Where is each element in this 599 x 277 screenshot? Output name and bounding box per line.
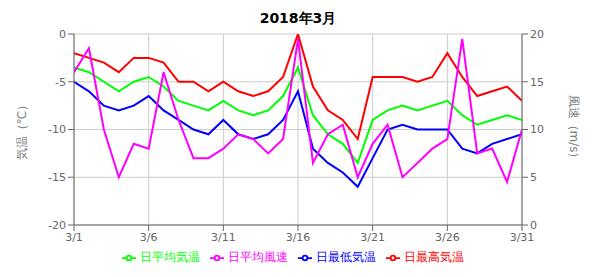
html-text:日最高気温: 日最高気温 bbox=[404, 250, 464, 264]
svg-text:0: 0 bbox=[530, 219, 537, 232]
svg-text:3/6: 3/6 bbox=[140, 231, 158, 244]
html-text:日平均気温: 日平均気温 bbox=[140, 250, 200, 264]
svg-text:-5: -5 bbox=[55, 76, 66, 89]
svg-text:-10: -10 bbox=[48, 123, 66, 136]
svg-text:5: 5 bbox=[530, 171, 537, 184]
html-text:2018年3月: 2018年3月 bbox=[259, 10, 337, 26]
svg-text:0: 0 bbox=[59, 28, 66, 41]
html-text:日平均風速: 日平均風速 bbox=[228, 250, 288, 264]
svg-text:15: 15 bbox=[530, 76, 544, 89]
svg-text:風速（m/s）: 風速（m/s） bbox=[567, 95, 581, 165]
svg-text:3/11: 3/11 bbox=[211, 231, 236, 244]
svg-text:3/21: 3/21 bbox=[360, 231, 385, 244]
svg-text:10: 10 bbox=[530, 123, 544, 136]
svg-text:3/1: 3/1 bbox=[65, 231, 83, 244]
svg-text:-20: -20 bbox=[48, 219, 66, 232]
svg-text:-15: -15 bbox=[48, 171, 66, 184]
svg-text:気温（℃）: 気温（℃） bbox=[15, 99, 29, 160]
svg-text:3/31: 3/31 bbox=[510, 231, 535, 244]
svg-text:20: 20 bbox=[530, 28, 544, 41]
svg-text:3/16: 3/16 bbox=[286, 231, 311, 244]
html-text:日最低気温: 日最低気温 bbox=[316, 250, 376, 264]
svg-text:3/26: 3/26 bbox=[435, 231, 460, 244]
